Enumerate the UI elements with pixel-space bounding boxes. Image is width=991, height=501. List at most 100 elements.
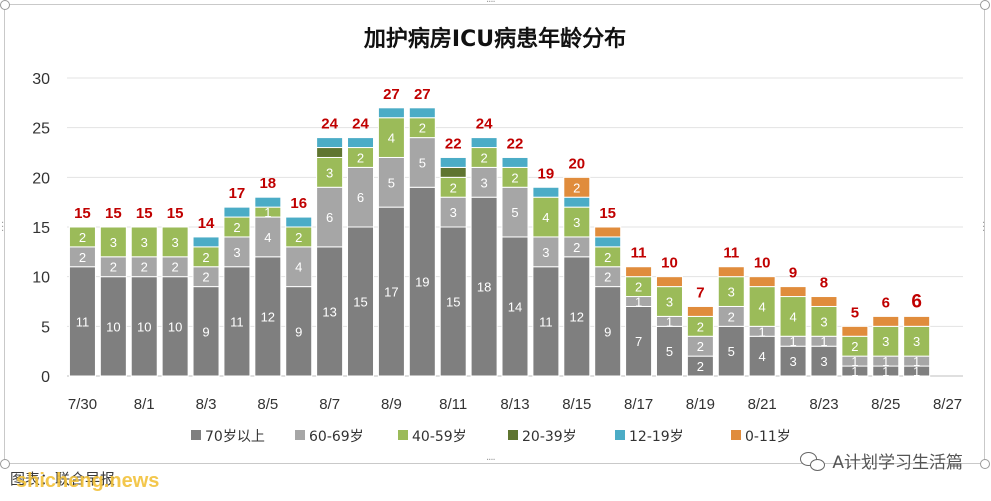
segment-value-label: 2: [635, 280, 642, 295]
bar-segment: [748, 335, 776, 377]
bar-segment: [377, 107, 405, 119]
segment-value-label: 15: [446, 295, 460, 310]
segment-value-label: 9: [202, 324, 209, 339]
y-tick-label: 5: [41, 319, 50, 336]
bar-segment: [903, 315, 931, 327]
source-caption: 图表：联合早报 shicheng.news: [10, 468, 159, 492]
resize-grip-right[interactable]: · · ·: [982, 218, 985, 237]
y-tick-label: 25: [32, 121, 50, 138]
bar-total-label: 24: [321, 116, 338, 133]
bar-segment: [625, 305, 653, 377]
bar-total-label: 14: [198, 215, 215, 232]
bar-segment: [192, 236, 220, 248]
segment-value-label: 9: [295, 324, 302, 339]
chart-title: 加护病房ICU病患年龄分布: [363, 26, 626, 52]
bar-segment: [254, 216, 282, 258]
bar-total-label: 16: [290, 195, 307, 212]
bar-segment: [223, 266, 251, 377]
bar-segment: [377, 206, 405, 377]
bar-segment: [532, 196, 560, 238]
segment-value-label: 6: [357, 190, 364, 205]
bar-segment: [563, 176, 591, 198]
segment-value-label: 1: [913, 354, 920, 369]
bar-segment: [501, 156, 529, 168]
bar-segment: [130, 276, 158, 377]
bar-total-label: 22: [445, 135, 462, 152]
segment-value-label: 1: [789, 334, 796, 349]
segment-value-label: 9: [604, 324, 611, 339]
legend-swatch: [615, 430, 625, 440]
bar-total-label: 11: [631, 245, 647, 262]
legend-label: 40-59岁: [412, 429, 467, 445]
bar-segment: [470, 137, 498, 149]
segment-value-label: 12: [261, 309, 275, 324]
bar-segment: [532, 186, 560, 198]
segment-value-label: 5: [388, 175, 395, 190]
bar-total-label: 10: [661, 255, 678, 272]
x-tick-label: 7/30: [68, 396, 97, 413]
segment-value-label: 2: [79, 250, 86, 265]
bar-segment: [161, 276, 189, 377]
bar-segment: [810, 296, 838, 307]
segment-value-label: 3: [666, 295, 673, 310]
bar-segment: [872, 325, 900, 357]
segment-value-label: 2: [141, 260, 148, 275]
bar-segment: [223, 206, 251, 218]
bar-segment: [285, 286, 313, 377]
segment-value-label: 10: [168, 319, 182, 334]
bar-segment: [408, 107, 436, 119]
bar-total-label: 9: [789, 265, 797, 282]
resize-grip-top[interactable]: ····: [486, 0, 496, 8]
segment-value-label: 1: [759, 324, 766, 339]
resize-handle-top-right[interactable]: [980, 0, 990, 10]
segment-value-label: 2: [604, 250, 611, 265]
bar-segment: [377, 156, 405, 208]
segment-value-label: 3: [573, 215, 580, 230]
segment-value-label: 18: [477, 280, 491, 295]
segment-value-label: 4: [264, 230, 271, 245]
bar-segment: [161, 226, 189, 258]
segment-value-label: 3: [480, 175, 487, 190]
resize-grip-left[interactable]: · · ·: [1, 218, 4, 237]
resize-handle-bottom-right[interactable]: [980, 459, 990, 469]
resize-grip-bottom[interactable]: ····: [486, 455, 496, 466]
bar-segment: [872, 315, 900, 327]
bar-total-label: 15: [167, 205, 184, 222]
segment-value-label: 2: [604, 270, 611, 285]
resize-handle-top-left[interactable]: [0, 0, 10, 10]
bar-segment: [594, 236, 622, 248]
bar-total-label: 20: [568, 155, 585, 172]
legend-label: 70岁以上: [205, 429, 265, 445]
bar-segment: [532, 236, 560, 268]
segment-value-label: 1: [913, 364, 920, 379]
legend-swatch: [508, 430, 518, 440]
bar-segment: [748, 276, 776, 288]
bar-segment: [563, 256, 591, 377]
x-tick-label: 8/11: [439, 396, 467, 413]
legend-label: 12-19岁: [629, 429, 684, 445]
bar-segment: [285, 246, 313, 288]
bar-segment: [655, 276, 683, 288]
segment-value-label: 14: [508, 299, 522, 314]
segment-value-label: 10: [106, 319, 120, 334]
bar-segment: [130, 226, 158, 258]
segment-value-label: 1: [666, 314, 673, 329]
bar-total-label: 15: [599, 205, 616, 222]
legend-swatch: [731, 430, 741, 440]
bar-segment: [223, 236, 251, 268]
bar-segment: [316, 147, 344, 158]
bar-segment: [748, 286, 776, 327]
bar-total-label: 22: [507, 135, 524, 152]
bar-segment: [68, 266, 96, 377]
resize-handle-bottom-left[interactable]: [0, 459, 10, 469]
segment-value-label: 4: [295, 260, 302, 275]
segment-value-label: 5: [419, 155, 426, 170]
bar-total-label: 7: [696, 284, 704, 301]
segment-value-label: 3: [233, 245, 240, 260]
segment-value-label: 2: [851, 339, 858, 354]
bar-segment: [717, 266, 745, 278]
segment-value-label: 3: [820, 314, 827, 329]
segment-value-label: 3: [789, 354, 796, 369]
bar-total-label: 17: [229, 185, 246, 202]
segment-value-label: 3: [882, 334, 889, 349]
